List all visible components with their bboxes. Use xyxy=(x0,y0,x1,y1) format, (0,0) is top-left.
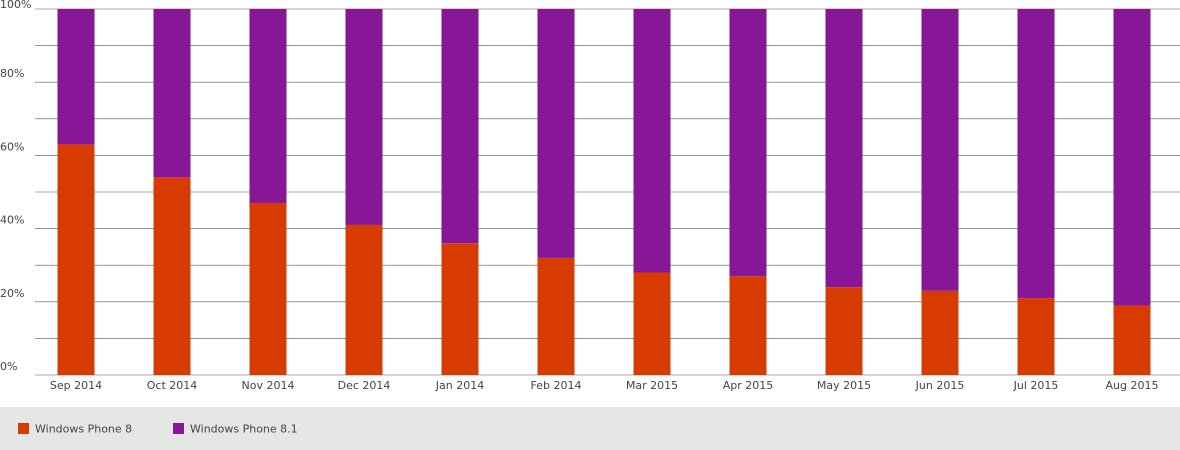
x-tick-label: Nov 2014 xyxy=(242,379,295,392)
bar-segment xyxy=(921,9,959,291)
legend-swatch xyxy=(18,423,29,434)
y-tick-label: 100% xyxy=(0,0,31,11)
y-tick-label: 20% xyxy=(0,287,24,300)
bar-segment xyxy=(57,144,95,375)
bar-segment xyxy=(153,9,191,178)
x-tick-label: Oct 2014 xyxy=(147,379,198,392)
x-tick-label: Dec 2014 xyxy=(338,379,391,392)
x-tick-label: Feb 2014 xyxy=(531,379,582,392)
bar-segment xyxy=(249,9,287,203)
legend-label: Windows Phone 8.1 xyxy=(190,423,298,436)
x-tick-label: Mar 2015 xyxy=(626,379,678,392)
bar-segment xyxy=(441,243,479,375)
bar-segment xyxy=(345,9,383,225)
bar-segment xyxy=(537,257,575,375)
x-tick-label: Jun 2015 xyxy=(915,379,965,392)
bar-segment xyxy=(825,287,863,375)
y-tick-label: 60% xyxy=(0,140,24,153)
y-tick-label: 80% xyxy=(0,67,24,80)
bar-segment xyxy=(153,177,191,375)
legend-background xyxy=(0,407,1180,450)
bar-segment xyxy=(921,290,959,375)
bar-segment xyxy=(729,9,767,277)
bar-segment xyxy=(345,224,383,375)
bar-segment xyxy=(633,9,671,273)
bar-segment xyxy=(57,9,95,145)
bar-segment xyxy=(537,9,575,258)
bar-segment xyxy=(1113,305,1151,375)
x-tick-label: Jul 2015 xyxy=(1013,379,1059,392)
y-tick-label: 0% xyxy=(0,360,17,373)
x-tick-label: Sep 2014 xyxy=(50,379,102,392)
bar-segment xyxy=(825,9,863,288)
legend-label: Windows Phone 8 xyxy=(35,423,132,436)
x-tick-label: Apr 2015 xyxy=(723,379,774,392)
bar-segment xyxy=(441,9,479,244)
x-tick-label: May 2015 xyxy=(817,379,871,392)
y-tick-label: 40% xyxy=(0,214,24,227)
bar-segment xyxy=(1017,298,1055,375)
x-tick-label: Jan 2014 xyxy=(435,379,484,392)
x-tick-label: Aug 2015 xyxy=(1106,379,1159,392)
legend-swatch xyxy=(173,423,184,434)
bar-segment xyxy=(1017,9,1055,299)
bar-segment xyxy=(633,272,671,375)
bar-segment xyxy=(1113,9,1151,306)
bar-segment xyxy=(729,276,767,375)
bar-segment xyxy=(249,202,287,375)
